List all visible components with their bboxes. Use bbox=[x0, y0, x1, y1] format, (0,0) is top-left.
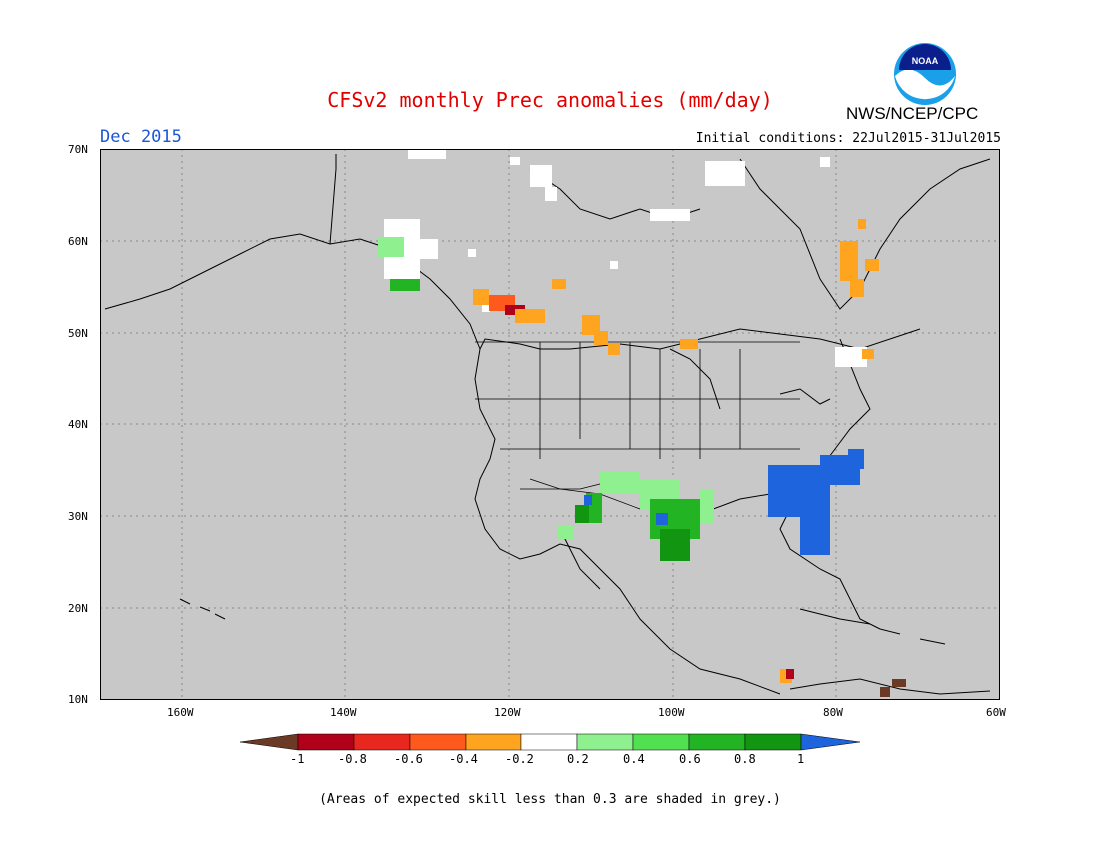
colorbar-label: 0.2 bbox=[567, 752, 589, 766]
colorbar-label: 0.8 bbox=[734, 752, 756, 766]
neutral-patches bbox=[384, 149, 867, 367]
colorbar bbox=[240, 733, 861, 751]
skill-footnote: (Areas of expected skill less than 0.3 a… bbox=[319, 792, 781, 807]
lon-label-100w: 100W bbox=[658, 706, 685, 719]
noaa-logo: NOAA bbox=[894, 43, 956, 105]
lon-label-160w: 160W bbox=[167, 706, 194, 719]
logo-text: NOAA bbox=[912, 56, 939, 66]
colorbar-label: -0.2 bbox=[505, 752, 534, 766]
colorbar-label: -0.6 bbox=[394, 752, 423, 766]
colorbar-label: 0.4 bbox=[623, 752, 645, 766]
lat-label-70n: 70N bbox=[68, 143, 88, 156]
lat-label-30n: 30N bbox=[68, 510, 88, 523]
lon-label-140w: 140W bbox=[330, 706, 357, 719]
lon-label-60w: 60W bbox=[986, 706, 1006, 719]
negative-anomalies bbox=[473, 219, 906, 697]
grid-lines bbox=[100, 149, 1000, 700]
initial-conditions: Initial conditions: 22Jul2015-31Jul2015 bbox=[695, 131, 1001, 146]
positive-anomalies bbox=[378, 237, 864, 561]
lat-label-10n: 10N bbox=[68, 693, 88, 706]
lon-label-120w: 120W bbox=[494, 706, 521, 719]
colorbar-label: 1 bbox=[797, 752, 805, 766]
lat-label-20n: 20N bbox=[68, 602, 88, 615]
chart-title: CFSv2 monthly Prec anomalies (mm/day) bbox=[327, 88, 773, 112]
colorbar-label: -1 bbox=[290, 752, 305, 766]
forecast-month: Dec 2015 bbox=[100, 127, 182, 147]
lat-label-50n: 50N bbox=[68, 327, 88, 340]
lon-label-80w: 80W bbox=[823, 706, 843, 719]
agency-label: NWS/NCEP/CPC bbox=[846, 104, 979, 123]
colorbar-label: -0.8 bbox=[338, 752, 367, 766]
lat-label-40n: 40N bbox=[68, 418, 88, 431]
colorbar-label: 0.6 bbox=[679, 752, 701, 766]
map-panel bbox=[100, 149, 1000, 700]
lat-label-60n: 60N bbox=[68, 235, 88, 248]
colorbar-label: -0.4 bbox=[449, 752, 478, 766]
